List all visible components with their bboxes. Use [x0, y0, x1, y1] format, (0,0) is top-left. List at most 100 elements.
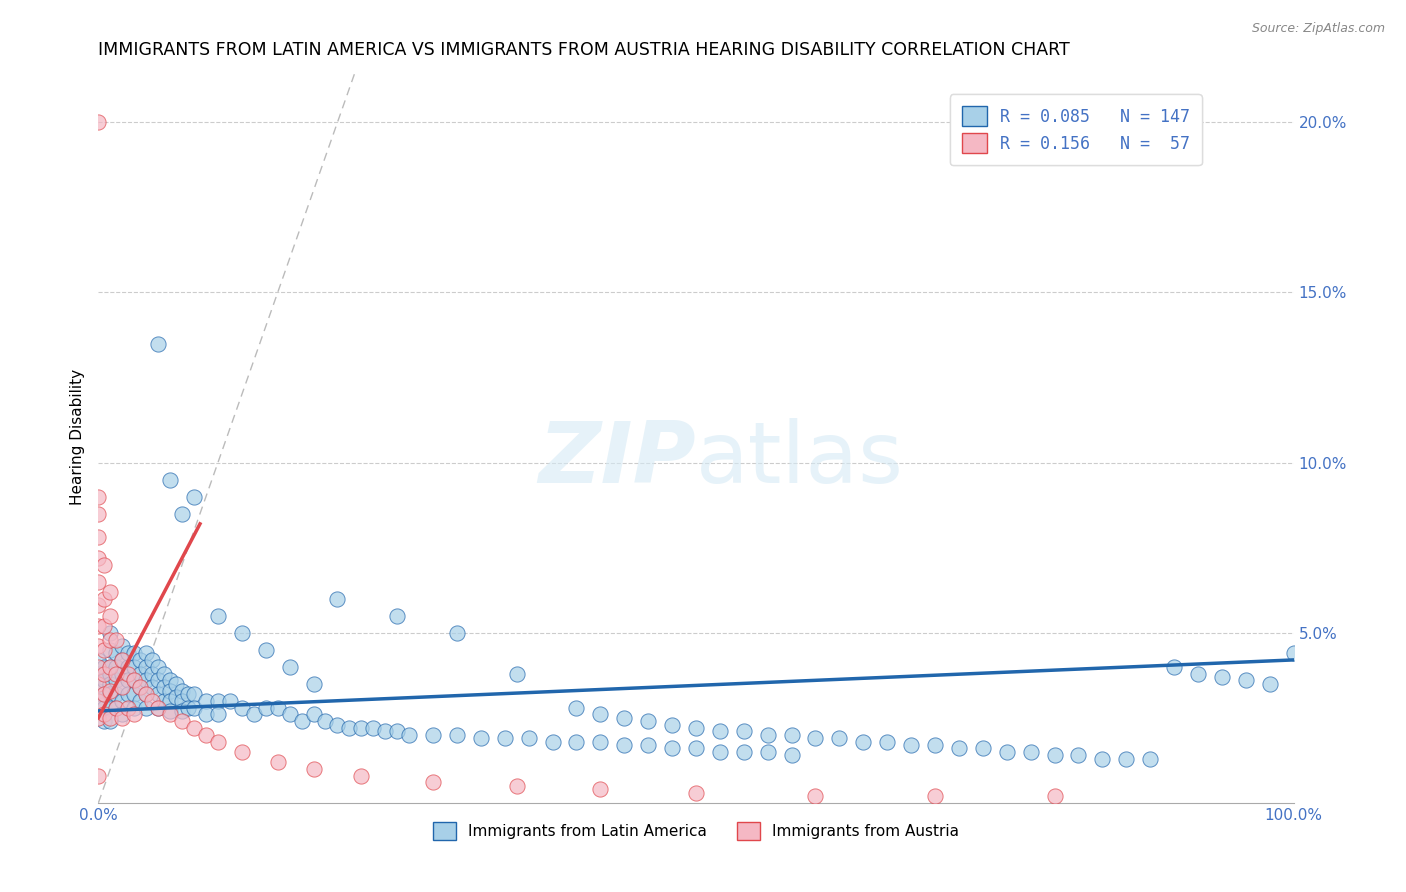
Point — [111, 707, 134, 722]
Point — [98, 683, 122, 698]
Point — [385, 724, 409, 739]
Point — [93, 687, 115, 701]
Point — [613, 738, 636, 752]
Point — [93, 687, 115, 701]
Point — [98, 714, 122, 728]
Point — [685, 741, 707, 756]
Point — [93, 558, 115, 572]
Point — [709, 745, 731, 759]
Point — [1211, 670, 1233, 684]
Point — [87, 768, 110, 782]
Point — [87, 653, 110, 667]
Point — [219, 694, 242, 708]
Point — [177, 700, 200, 714]
Point — [159, 704, 181, 718]
Point — [231, 625, 253, 640]
Point — [98, 608, 122, 623]
Point — [111, 711, 134, 725]
Point — [87, 490, 110, 504]
Point — [315, 714, 337, 728]
Point — [105, 659, 128, 673]
Point — [148, 700, 170, 714]
Legend: Immigrants from Latin America, Immigrants from Austria: Immigrants from Latin America, Immigrant… — [426, 815, 966, 847]
Point — [111, 653, 134, 667]
Point — [98, 666, 122, 681]
Point — [124, 687, 146, 701]
Point — [148, 659, 170, 673]
Point — [124, 700, 146, 714]
Point — [900, 738, 922, 752]
Point — [148, 673, 170, 688]
Point — [87, 683, 110, 698]
Point — [98, 687, 122, 701]
Point — [517, 731, 540, 746]
Point — [267, 700, 290, 714]
Point — [685, 721, 707, 735]
Point — [1091, 751, 1114, 765]
Y-axis label: Hearing Disability: Hearing Disability — [69, 369, 84, 505]
Point — [117, 646, 139, 660]
Point — [231, 700, 253, 714]
Point — [129, 680, 152, 694]
Point — [207, 608, 229, 623]
Point — [105, 666, 128, 681]
Point — [172, 704, 194, 718]
Point — [1139, 751, 1161, 765]
Point — [183, 700, 205, 714]
Point — [135, 673, 157, 688]
Point — [589, 734, 612, 748]
Point — [195, 694, 218, 708]
Point — [98, 585, 122, 599]
Point — [159, 707, 181, 722]
Point — [93, 666, 115, 681]
Point — [124, 673, 146, 688]
Point — [141, 680, 163, 694]
Point — [685, 786, 707, 800]
Point — [470, 731, 492, 746]
Point — [243, 707, 266, 722]
Point — [124, 673, 146, 688]
Point — [87, 599, 110, 613]
Point — [278, 707, 301, 722]
Point — [565, 700, 588, 714]
Point — [117, 673, 139, 688]
Point — [87, 694, 110, 708]
Point — [105, 700, 128, 714]
Point — [87, 640, 110, 654]
Point — [267, 755, 290, 769]
Point — [207, 707, 229, 722]
Point — [98, 711, 122, 725]
Point — [339, 721, 361, 735]
Point — [165, 677, 187, 691]
Point — [98, 642, 122, 657]
Point — [780, 748, 803, 763]
Point — [1258, 677, 1281, 691]
Point — [98, 659, 122, 673]
Point — [105, 673, 128, 688]
Point — [117, 687, 139, 701]
Point — [87, 700, 110, 714]
Point — [326, 591, 349, 606]
Point — [105, 646, 128, 660]
Point — [948, 741, 970, 756]
Point — [924, 789, 946, 803]
Point — [105, 687, 128, 701]
Point — [148, 336, 170, 351]
Point — [148, 700, 170, 714]
Point — [589, 782, 612, 797]
Point — [93, 700, 115, 714]
Point — [302, 707, 325, 722]
Point — [1187, 666, 1209, 681]
Point — [98, 632, 122, 647]
Point — [183, 490, 205, 504]
Point — [661, 741, 683, 756]
Point — [93, 642, 115, 657]
Point — [117, 700, 139, 714]
Point — [135, 646, 157, 660]
Point — [111, 680, 134, 694]
Point — [111, 666, 134, 681]
Point — [1067, 748, 1090, 763]
Point — [153, 666, 176, 681]
Point — [124, 707, 146, 722]
Point — [87, 550, 110, 565]
